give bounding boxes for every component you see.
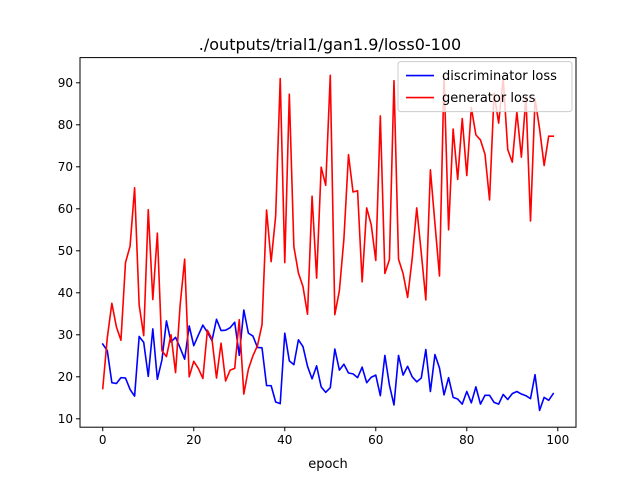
x-axis-label: epoch [308, 457, 348, 472]
x-tick-label: 20 [186, 433, 201, 447]
plot-lines [101, 74, 555, 412]
x-tick-label: 80 [459, 433, 474, 447]
y-tick-label: 90 [58, 76, 73, 90]
y-tick-label: 50 [58, 244, 73, 258]
legend-label-0: discriminator loss [442, 69, 557, 84]
y-tick-label: 20 [58, 370, 73, 384]
y-tick-label: 70 [58, 160, 73, 174]
legend-label-1: generator loss [442, 91, 536, 106]
y-tick-label: 30 [58, 328, 73, 342]
y-axis-ticks: 10 20 30 40 50 60 70 80 90 [58, 76, 80, 426]
x-tick-label: 60 [368, 433, 383, 447]
y-tick-label: 10 [58, 412, 73, 426]
series-line-1 [101, 74, 555, 395]
x-axis-ticks: 0 20 40 60 80 100 [99, 427, 569, 447]
chart-legend: discriminator loss generator loss [397, 61, 573, 113]
y-tick-label: 60 [58, 202, 73, 216]
x-tick-label: 40 [277, 433, 292, 447]
legend-box [397, 61, 573, 113]
x-tick-label: 100 [546, 433, 569, 447]
axes-frame [79, 57, 577, 428]
x-tick-label: 0 [99, 433, 107, 447]
y-tick-label: 40 [58, 286, 73, 300]
chart-title: ./outputs/trial1/gan1.9/loss0-100 [199, 35, 461, 54]
y-tick-label: 80 [58, 118, 73, 132]
